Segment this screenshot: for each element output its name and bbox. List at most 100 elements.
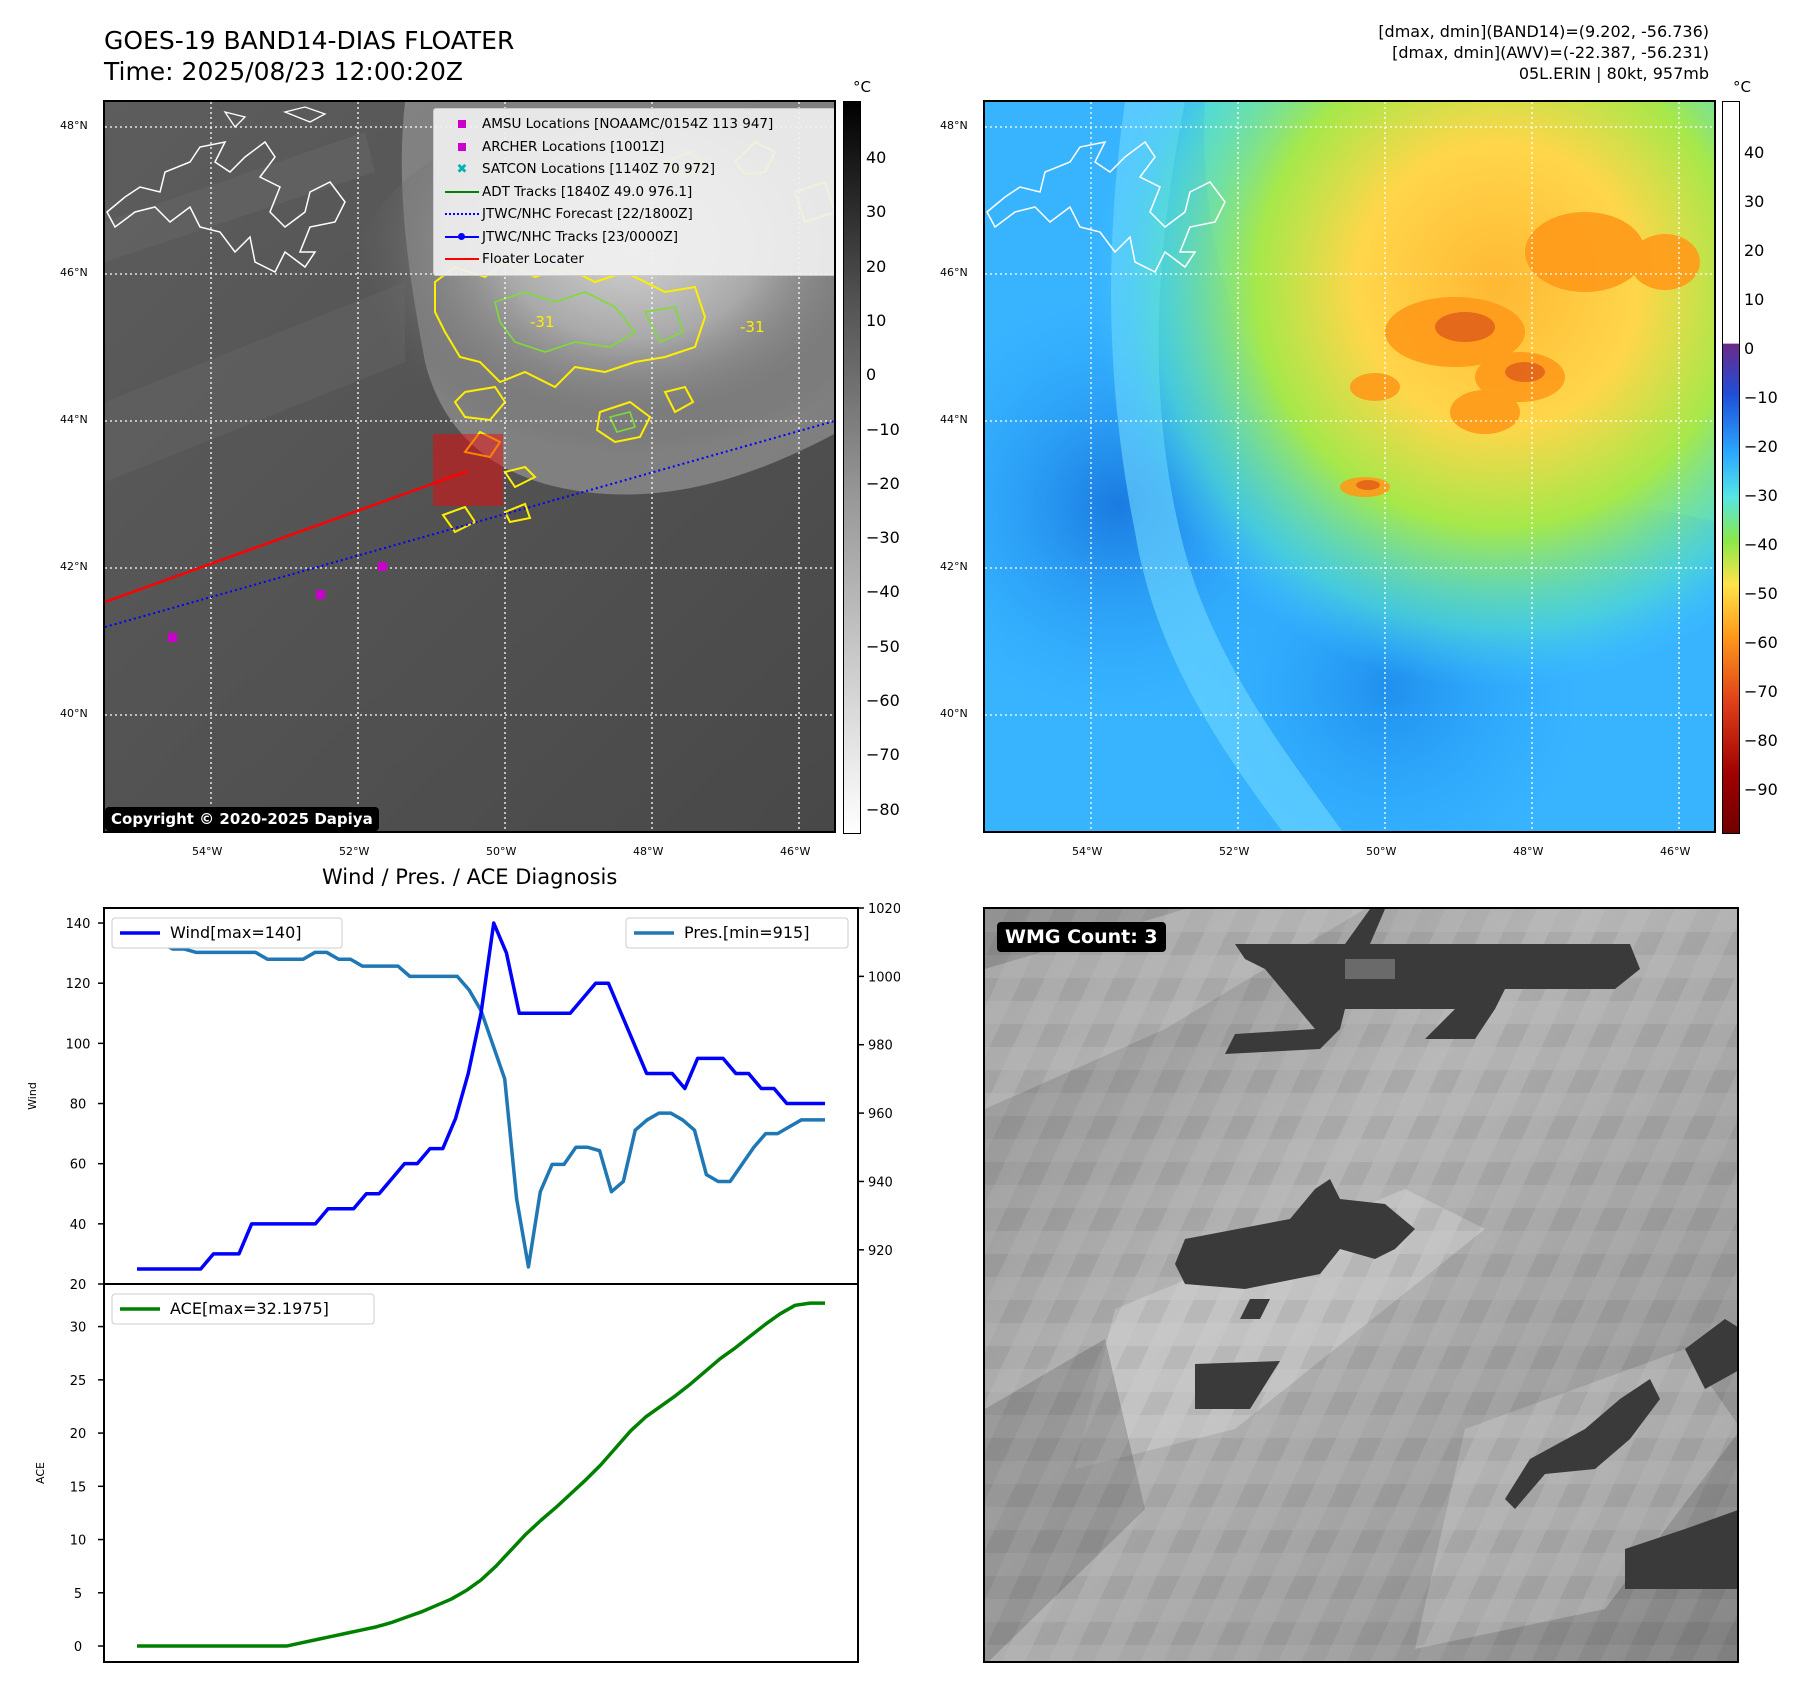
wmg-panel[interactable]: WMG Count: 3 — [983, 907, 1739, 1663]
colorbar-left-tick: 20 — [866, 256, 887, 276]
ace-tick-label: 0 — [74, 1640, 82, 1655]
colorbar-right-tick: −70 — [1744, 682, 1778, 701]
colorbar-left-tick: 30 — [866, 202, 887, 222]
colorbar-right-tick: −20 — [1744, 437, 1778, 456]
colorbar-right-tick: −60 — [1744, 633, 1778, 652]
r-lon-label-50: 50°W — [1366, 845, 1397, 858]
legend-ace-label: ACE[max=32.1975] — [170, 1299, 329, 1318]
r-lon-label-54: 54°W — [1072, 845, 1103, 858]
colorbar-right-tick: −90 — [1744, 780, 1778, 799]
colorbar-left-tick: −30 — [866, 528, 900, 548]
lat-label-44: 44°N — [60, 413, 88, 426]
wind-tick-label: 140 — [66, 917, 91, 932]
wind-series-line — [137, 921, 825, 1271]
copyright-badge: Copyright © 2020-2025 Dapiya — [105, 807, 379, 831]
contour-label-2: -31 — [740, 318, 765, 336]
coastline-left — [106, 140, 346, 274]
solid-line-icon — [445, 190, 479, 193]
pressure-tick-label: 1000 — [868, 970, 900, 985]
dotted-line-icon — [445, 213, 479, 216]
band14-map[interactable]: -31 -31 Copyright © 2020-2025 Dapiya AMS… — [103, 100, 836, 833]
gridlines-right — [985, 102, 1714, 831]
awv-map[interactable] — [983, 100, 1716, 833]
legend-item-tracks: JTWC/NHC Tracks [23/0000Z] — [442, 226, 830, 249]
ace-tick-label: 20 — [70, 1427, 87, 1442]
lon-label-52: 52°W — [339, 845, 370, 858]
pressure-tick-label: 920 — [868, 1244, 893, 1259]
r-lon-label-46: 46°W — [1660, 845, 1691, 858]
wmg-cold-regions — [1175, 909, 1737, 1589]
legend-ace: ACE[max=32.1975] — [111, 1293, 375, 1325]
lon-label-46: 46°W — [780, 845, 811, 858]
legend-pressure-box — [625, 917, 849, 949]
legend-wind-box — [111, 917, 343, 949]
figure-time: Time: 2025/08/23 12:00:20Z — [104, 57, 463, 86]
diagnosis-chart[interactable]: 1401201008060402010201000980960940920302… — [0, 880, 900, 1700]
lon-label-54: 54°W — [192, 845, 223, 858]
wind-tick-label: 60 — [70, 1158, 87, 1173]
colorbar-left-tick: 0 — [866, 365, 877, 385]
colorbar-right-unit: °C — [1733, 78, 1751, 96]
info-band14-range: [dmax, dmin](BAND14)=(9.202, -56.736) — [1378, 22, 1709, 41]
lat-label-48: 48°N — [60, 119, 88, 132]
colorbar-right-tick: −30 — [1744, 486, 1778, 505]
wind-tick-label: 40 — [70, 1218, 87, 1233]
colorbar-left-tick: −50 — [866, 636, 900, 656]
coastline-right — [986, 140, 1226, 274]
ace-tick-label: 10 — [70, 1534, 87, 1549]
r-lat-label-42: 42°N — [940, 560, 968, 573]
colorbar-right-tick: −10 — [1744, 388, 1778, 407]
legend-wind: Wind[max=140] — [111, 917, 343, 949]
forecast-track — [105, 420, 834, 628]
r-lat-label-44: 44°N — [940, 413, 968, 426]
archer-marker-2 — [378, 562, 387, 571]
ace-tick-label: 5 — [74, 1587, 82, 1602]
legend-item-amsu: AMSU Locations [NOAAMC/0154Z 113 947] — [442, 113, 830, 136]
colorbar-right-tick: 10 — [1744, 290, 1765, 309]
cold-cloud-contours-green — [494, 291, 684, 433]
colorbar-right — [1722, 101, 1740, 834]
ace-frame — [103, 1283, 859, 1663]
pressure-tick-label: 940 — [868, 1175, 893, 1190]
colorbar-left-tick: −40 — [866, 582, 900, 602]
wind-axis-label: Wind — [26, 1082, 39, 1110]
colorbar-left-tick: 40 — [866, 148, 887, 167]
colorbar-right-tick: 30 — [1744, 192, 1765, 211]
pressure-tick-label: 980 — [868, 1039, 893, 1054]
diagnosis-title: Wind / Pres. / ACE Diagnosis — [322, 865, 618, 889]
colorbar-left-unit: °C — [853, 78, 871, 96]
info-storm: 05L.ERIN | 80kt, 957mb — [1518, 64, 1709, 83]
legend-item-archer: ARCHER Locations [1001Z] — [442, 136, 830, 159]
lon-label-48: 48°W — [633, 845, 664, 858]
floater-locater-track — [105, 469, 469, 604]
square-marker-icon — [458, 142, 466, 151]
legend-item-adt: ADT Tracks [1840Z 49.0 976.1] — [442, 181, 830, 204]
r-lon-label-52: 52°W — [1219, 845, 1250, 858]
amsu-marker — [168, 633, 177, 642]
colorbar-right-tick: 40 — [1744, 143, 1765, 162]
legend-ace-box — [111, 1293, 375, 1325]
solid-line-icon — [445, 258, 479, 261]
lat-label-42: 42°N — [60, 560, 88, 573]
colorbar-left — [843, 101, 861, 834]
ace-tick-label: 30 — [70, 1321, 87, 1336]
map-legend: AMSU Locations [NOAAMC/0154Z 113 947] AR… — [433, 108, 834, 276]
pressure-tick-label: 960 — [868, 1107, 893, 1122]
colorbar-left-tick: −70 — [866, 745, 900, 765]
colorbar-left-tick: −60 — [866, 691, 900, 710]
x-marker-icon: ✖ — [456, 161, 468, 177]
archer-marker — [316, 590, 325, 599]
lat-label-46: 46°N — [60, 266, 88, 279]
contour-label: -31 — [530, 313, 555, 331]
legend-item-forecast: JTWC/NHC Forecast [22/1800Z] — [442, 203, 830, 226]
wind-tick-label: 20 — [70, 1278, 87, 1293]
info-awv-range: [dmax, dmin](AWV)=(-22.387, -56.231) — [1392, 43, 1709, 62]
wmg-count-badge: WMG Count: 3 — [997, 922, 1166, 952]
ace-tick-label: 25 — [70, 1374, 87, 1389]
colorbar-right-tick: −50 — [1744, 584, 1778, 603]
colorbar-left-tick: −10 — [866, 419, 900, 439]
lon-label-50: 50°W — [486, 845, 517, 858]
colorbar-right-tick: 0 — [1744, 339, 1755, 358]
pressure-series-line — [137, 923, 825, 1269]
wind-pressure-frame — [103, 907, 859, 1285]
